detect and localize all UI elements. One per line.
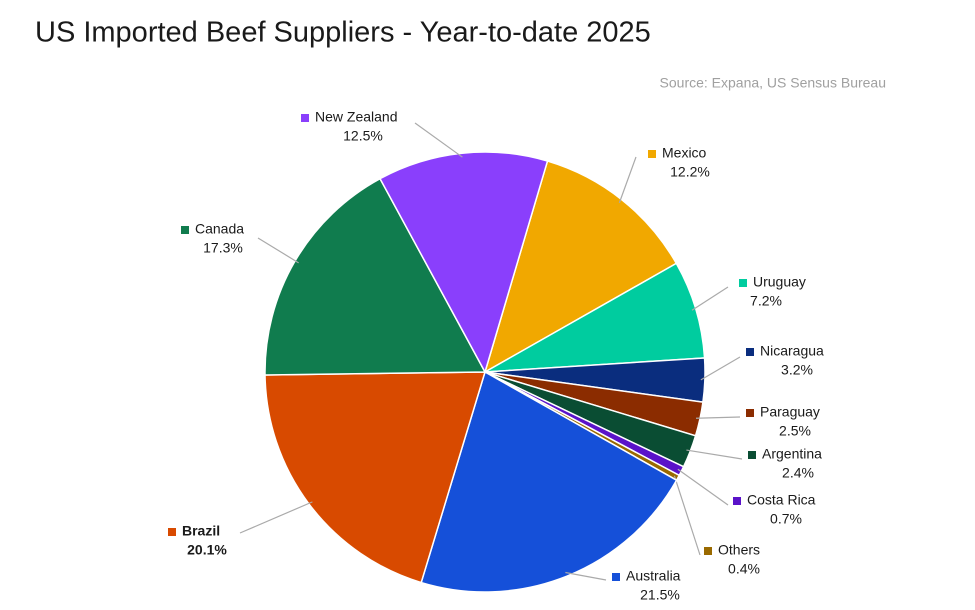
chart-title: US Imported Beef Suppliers - Year-to-dat… xyxy=(35,17,651,49)
slice-label: Nicaragua xyxy=(760,343,824,359)
legend-swatch xyxy=(748,451,756,459)
leader-line xyxy=(414,122,463,158)
pie-slice xyxy=(264,371,487,584)
slice-label: Mexico xyxy=(662,145,707,161)
value-label: 12.2% xyxy=(670,164,710,180)
value-label: 0.4% xyxy=(728,561,760,577)
leader-line xyxy=(618,156,637,204)
value-label: 2.4% xyxy=(782,465,814,481)
legend-swatch xyxy=(739,279,747,287)
legend-swatch xyxy=(704,547,712,555)
value-label: 21.5% xyxy=(640,587,680,603)
pie-slice xyxy=(483,160,678,374)
slice-label: Paraguay xyxy=(760,404,820,420)
value-label: 20.1% xyxy=(187,542,227,558)
value-label: 2.5% xyxy=(779,423,811,439)
leader-line xyxy=(239,501,313,534)
leader-line xyxy=(700,356,741,381)
slice-label: Others xyxy=(718,542,760,558)
leader-line xyxy=(691,286,729,311)
leader-line xyxy=(257,237,299,264)
slice-label: Costa Rica xyxy=(747,492,816,508)
slice-label: Canada xyxy=(195,221,244,237)
slice-label: Argentina xyxy=(762,446,822,462)
value-label: 12.5% xyxy=(343,128,383,144)
leader-line xyxy=(677,468,729,506)
pie-slice xyxy=(420,370,678,593)
legend-swatch xyxy=(733,497,741,505)
pie-slice xyxy=(379,151,549,374)
legend-swatch xyxy=(746,409,754,417)
leader-line xyxy=(686,449,743,460)
legend-swatch xyxy=(168,528,176,536)
legend-swatch xyxy=(301,114,309,122)
pie-slice xyxy=(484,262,706,373)
leader-line xyxy=(695,416,741,419)
slice-label: New Zealand xyxy=(315,109,398,125)
leader-line xyxy=(565,571,607,581)
slice-label: Brazil xyxy=(182,523,220,539)
value-label: 3.2% xyxy=(781,362,813,378)
value-label: 17.3% xyxy=(203,240,243,256)
leader-line xyxy=(673,475,701,556)
value-label: 7.2% xyxy=(750,293,782,309)
source-note: Source: Expana, US Sensus Bureau xyxy=(660,75,886,91)
legend-swatch xyxy=(181,226,189,234)
legend-swatch xyxy=(746,348,754,356)
legend-swatch xyxy=(612,573,620,581)
legend-swatch xyxy=(648,150,656,158)
slice-label: Australia xyxy=(626,568,681,584)
value-label: 0.7% xyxy=(770,511,802,527)
slice-label: Uruguay xyxy=(753,274,806,290)
